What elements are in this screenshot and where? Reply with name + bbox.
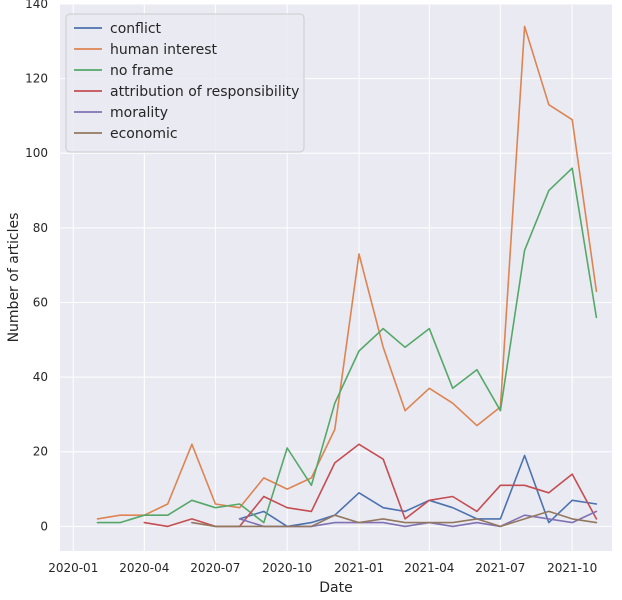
y-tick-label: 20 <box>33 445 48 459</box>
x-tick-label: 2021-07 <box>475 561 525 575</box>
y-tick-label: 60 <box>33 295 48 309</box>
x-tick-label: 2020-10 <box>262 561 312 575</box>
x-tick-label: 2020-07 <box>190 561 240 575</box>
series-line-human-interest <box>96 25 598 520</box>
y-tick-label: 120 <box>25 72 48 86</box>
legend-label: conflict <box>110 21 162 37</box>
y-tick-label: 100 <box>25 146 48 160</box>
x-tick-label: 2020-04 <box>119 561 169 575</box>
x-tick-label: 2021-04 <box>404 561 454 575</box>
legend-label: no frame <box>110 63 173 79</box>
x-tick-label: 2020-01 <box>48 561 98 575</box>
series-line-no-frame <box>96 167 598 524</box>
legend-box <box>65 13 305 153</box>
series-line-economic <box>191 510 598 528</box>
y-tick-label: 0 <box>40 519 48 533</box>
y-tick-label: 80 <box>33 221 48 235</box>
x-axis-label: Date <box>319 580 352 596</box>
series-lines <box>96 25 598 528</box>
legend-label: morality <box>110 105 168 121</box>
tick-labels: 0 20 40 60 80 100 120 140 2020-01 2020-04 2020-07 2… <box>25 0 597 575</box>
x-tick-label: 2021-01 <box>334 561 384 575</box>
legend: conflict human interest no frame attributio… <box>65 13 305 153</box>
y-axis-label: Number of articles <box>6 213 22 343</box>
legend-label: attribution of responsibility <box>110 84 299 100</box>
legend-label: human interest <box>110 42 218 58</box>
x-tick-label: 2021-10 <box>547 561 597 575</box>
y-tick-label: 40 <box>33 370 48 384</box>
legend-label: economic <box>110 126 178 142</box>
y-tick-label: 140 <box>25 0 48 11</box>
